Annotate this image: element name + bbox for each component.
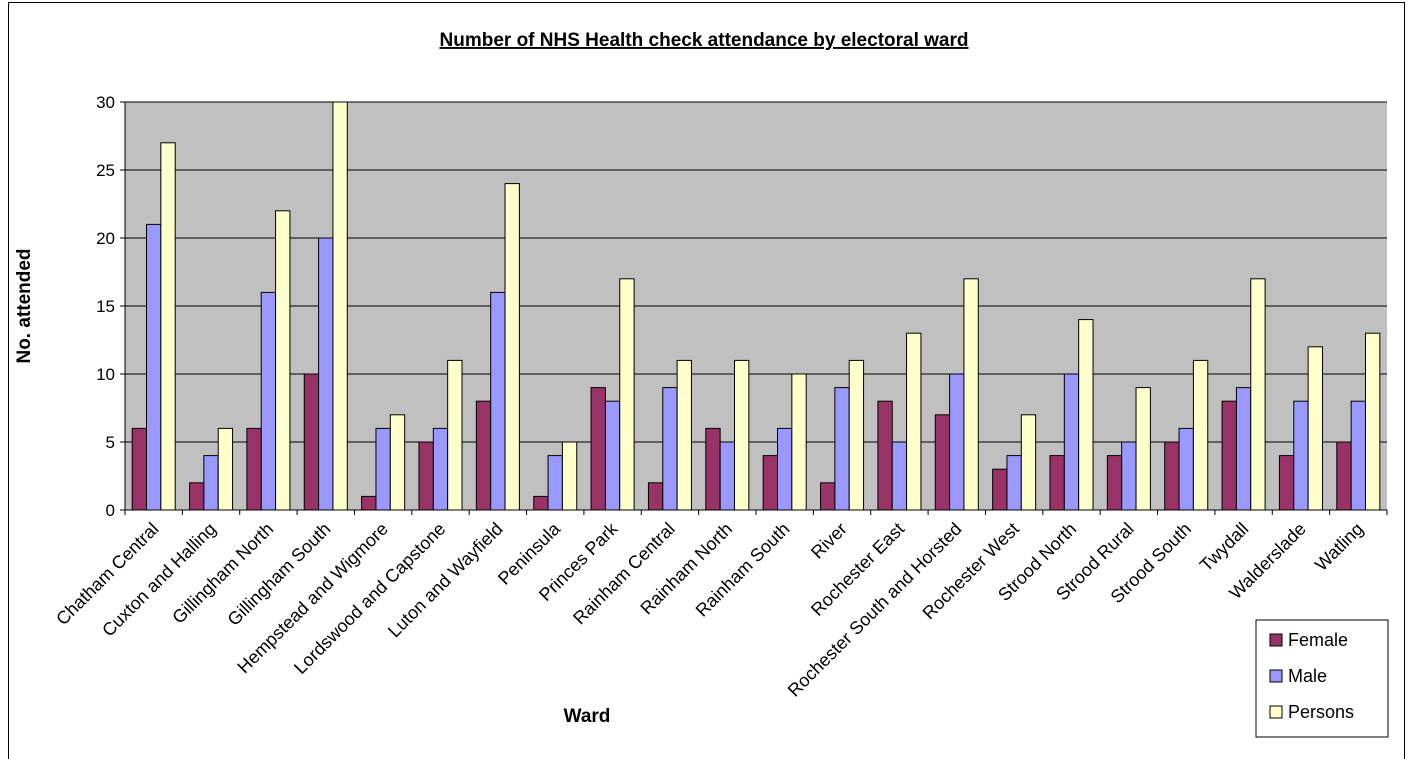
y-tick-label: 30 [96,93,115,112]
chart-title: Number of NHS Health check attendance by… [440,30,969,51]
legend-label-male: Male [1288,666,1327,686]
bar-male [1178,427,1194,511]
bar-male [547,455,563,511]
bar-male [432,427,449,511]
y-tick-label: 25 [96,161,115,180]
bar-female [533,495,549,511]
x-tick-label: Twydall [1196,519,1253,576]
bar-female [1106,455,1123,511]
bar-female [705,427,721,511]
bar-female [246,427,262,511]
bar-persons [275,210,291,511]
bar-female [361,495,377,511]
y-tick-label: 0 [106,501,115,520]
bar-male [1063,373,1080,511]
bar-persons [217,427,234,511]
bar-female [647,482,664,511]
x-tick-label: Luton and Wayfield [384,519,507,642]
x-tick-label: Rainham Central [569,519,679,629]
bar-persons [332,101,348,511]
legend: Female Male Persons [1255,619,1389,738]
bar-persons [848,359,865,511]
bar-male [1350,400,1366,511]
bar-female [418,441,434,511]
bar-female [1221,400,1237,511]
bar-persons [504,183,520,511]
bar-persons [1078,319,1094,511]
bar-female [475,400,492,511]
bar-male [318,237,334,511]
bar-male [1006,455,1022,511]
bar-persons [561,441,578,511]
bar-male [662,387,678,511]
x-tick-label: River [807,519,851,563]
bar-female [131,427,148,511]
bar-male [375,427,391,511]
legend-swatch-persons [1269,705,1283,719]
bar-male [260,291,277,511]
y-tick-labels: 0 5 10 15 20 25 30 [96,93,115,520]
y-tick-label: 15 [96,297,115,316]
y-tick-label: 5 [106,433,115,452]
bar-female [877,400,893,511]
x-tick-label: Rochester West [919,519,1023,623]
bar-female [1164,441,1180,511]
bar-female [762,455,779,511]
axes [120,101,1388,515]
bar-persons [447,359,463,511]
bar-persons [389,414,406,511]
x-tick-label: Watling [1311,519,1367,575]
y-tick-label: 20 [96,229,115,248]
bar-persons [619,278,635,511]
bar-persons [160,142,176,511]
x-tick-label: Gillingham South [224,519,335,630]
bar-male [146,223,162,511]
bar-female [1336,441,1352,511]
bar-persons [1192,359,1209,511]
bar-female [189,482,205,511]
y-tick-label: 10 [96,365,115,384]
bar-female [303,373,320,511]
x-tick-label: Gillingham North [168,519,277,628]
x-tick-label: Chatham Central [52,519,162,629]
bar-female [820,482,836,511]
bar-male [1235,387,1252,511]
y-axis-label: No. attended [14,248,35,363]
bar-male [604,400,621,511]
bar-persons [676,359,692,511]
bar-persons [1020,414,1037,511]
bar-persons [1250,278,1266,511]
bar-persons [791,373,807,511]
bar-persons [1307,346,1323,511]
legend-label-female: Female [1288,630,1348,650]
bar-male [834,387,850,511]
bar-female [1278,455,1295,511]
bar-male [490,291,506,511]
bar-female [1049,455,1065,511]
bar-female [992,468,1008,511]
bar-female [590,387,606,511]
bar-male [1121,441,1137,511]
bar-male [1293,400,1309,511]
bar-male [949,373,965,511]
bar-male [891,441,908,511]
legend-label-persons: Persons [1288,702,1354,722]
x-axis-label: Ward [564,706,611,727]
bar-male [719,441,735,511]
bar-persons [733,359,750,511]
bar-persons [963,278,979,511]
legend-swatch-male [1269,669,1283,683]
bar-male [777,427,793,511]
bar-male [203,455,219,511]
bar-persons [1135,387,1151,511]
bar-persons [1364,332,1381,511]
bar-persons [906,332,922,511]
legend-swatch-female [1269,633,1283,647]
bar-female [934,414,951,511]
